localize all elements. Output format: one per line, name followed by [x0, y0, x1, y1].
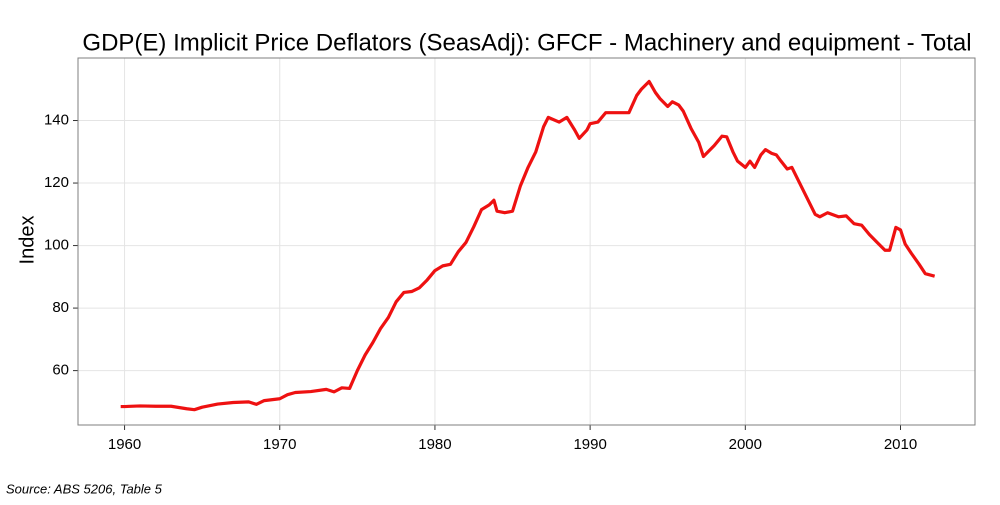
y-tick-label: 60	[52, 362, 69, 379]
x-tick-label: 1970	[263, 436, 296, 453]
x-tick-label: 1960	[108, 436, 141, 453]
y-tick-label: 100	[44, 237, 69, 254]
y-tick-label: 80	[52, 299, 69, 316]
x-tick-label: 1980	[418, 436, 451, 453]
x-tick-label: 1990	[573, 436, 606, 453]
x-tick-label: 2000	[729, 436, 762, 453]
chart-title: GDP(E) Implicit Price Deflators (SeasAdj…	[82, 29, 971, 56]
y-tick-label: 140	[44, 111, 69, 128]
y-axis-label: Index	[16, 216, 38, 265]
y-tick-label: 120	[44, 174, 69, 191]
plot-border	[77, 57, 976, 426]
x-tick-label: 2010	[884, 436, 917, 453]
data-line	[120, 79, 936, 412]
source-note: Source: ABS 5206, Table 5	[6, 481, 163, 496]
